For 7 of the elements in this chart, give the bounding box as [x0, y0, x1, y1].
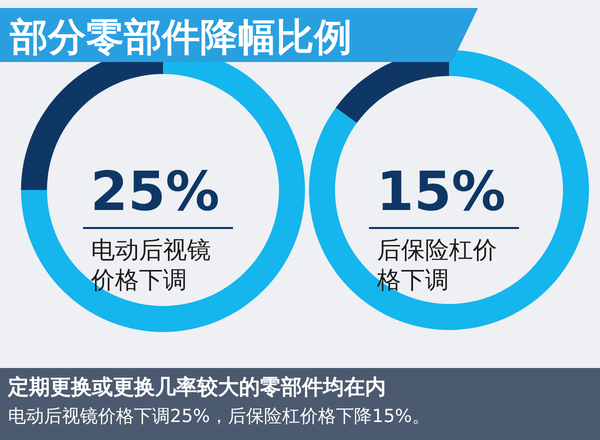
- text: 电动后视镜价格下调25%，后保险杠价格下降15%。: [8, 406, 430, 427]
- text: 25%: [90, 160, 220, 223]
- text: 15%: [376, 160, 506, 223]
- text: 电动后视镜价格下调: [90, 236, 211, 294]
- text: 定期更换或更换几率较大的零部件均在内: [7, 375, 386, 399]
- text: 后保险杠价格下调: [376, 236, 497, 294]
- text: 部分零部件降幅比例: [9, 15, 352, 59]
